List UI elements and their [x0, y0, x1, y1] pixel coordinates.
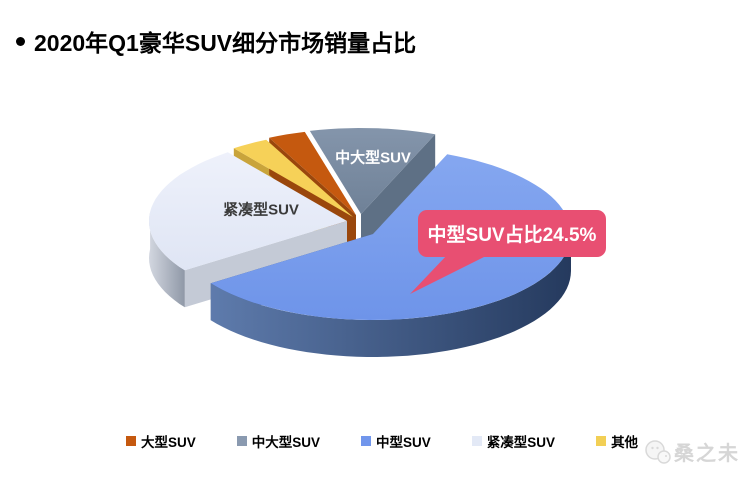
legend-item-1[interactable]: 中大型SUV — [236, 431, 321, 451]
chart-title-row: 2020年Q1豪华SUV细分市场销量占比 — [16, 24, 416, 58]
legend-label: 其他 — [611, 435, 639, 450]
pie-slice-large[interactable] — [269, 131, 356, 215]
legend-item-3[interactable]: 紧凑型SUV — [471, 431, 556, 451]
legend-label: 中大型SUV — [251, 435, 321, 450]
watermark: 桑之未 — [644, 434, 740, 468]
callout-text: 中型SUV占比24.5% — [427, 225, 597, 246]
legend: 大型SUV 中大型SUV 中型SUV 紧凑型SUV 其他 — [126, 431, 638, 451]
legend-item-4[interactable]: 其他 — [596, 431, 638, 451]
legend-swatch — [596, 436, 607, 446]
legend-label: 大型SUV — [141, 435, 196, 450]
legend-swatch — [471, 436, 482, 446]
legend-label: 中型SUV — [376, 435, 431, 450]
pie-slice-other[interactable] — [233, 139, 353, 217]
pie-slice-mid-large-cut-side — [361, 134, 436, 251]
callout-bubble: 中型SUV占比24.5% — [418, 210, 606, 257]
watermark-text: 桑之未 — [674, 442, 740, 465]
pie-slice-compact-side — [149, 212, 185, 308]
legend-swatch — [361, 436, 372, 446]
pie-slice-compact[interactable] — [149, 152, 347, 271]
page-title: 2020年Q1豪华SUV细分市场销量占比 — [34, 30, 417, 56]
pie-slice-mid-side — [210, 234, 572, 357]
bullet-icon — [16, 36, 25, 46]
watermark-logo-icon — [645, 440, 671, 464]
callout-tail — [410, 254, 490, 294]
pie-slice-mid-large[interactable] — [309, 128, 436, 214]
legend-swatch — [126, 436, 136, 446]
legend-item-0[interactable]: 大型SUV — [126, 431, 196, 451]
legend-label: 紧凑型SUV — [486, 435, 556, 450]
pie-slice-mid[interactable] — [210, 154, 572, 320]
legend-item-2[interactable]: 中型SUV — [361, 431, 431, 451]
legend-swatch — [236, 436, 247, 446]
